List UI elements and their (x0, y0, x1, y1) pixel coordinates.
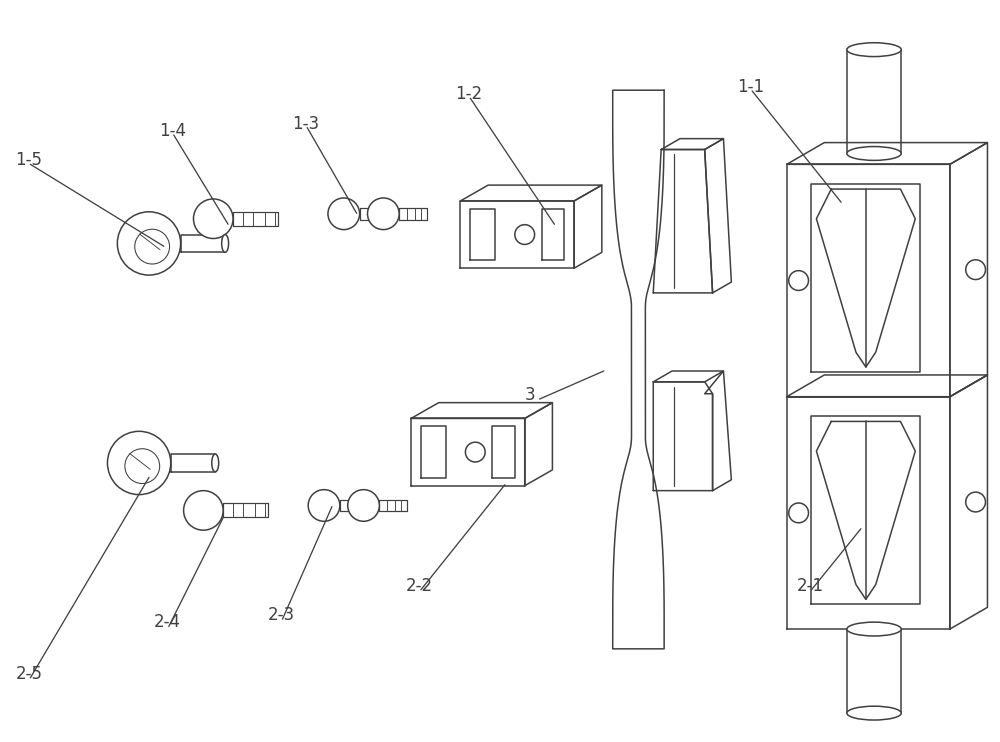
Polygon shape (181, 234, 225, 252)
Polygon shape (811, 184, 920, 372)
Text: 1-5: 1-5 (16, 151, 43, 169)
Text: 3: 3 (525, 386, 535, 404)
Text: 2-4: 2-4 (154, 614, 181, 631)
Polygon shape (950, 142, 987, 397)
Polygon shape (653, 382, 713, 490)
Circle shape (184, 490, 223, 531)
Circle shape (117, 211, 181, 275)
Circle shape (328, 198, 360, 229)
Polygon shape (399, 208, 427, 220)
Circle shape (348, 490, 379, 522)
Polygon shape (787, 397, 950, 629)
Circle shape (368, 198, 399, 229)
Polygon shape (653, 371, 723, 382)
Text: 1-1: 1-1 (737, 78, 764, 96)
Polygon shape (811, 416, 920, 604)
Polygon shape (223, 504, 268, 517)
Polygon shape (950, 375, 987, 629)
Text: 2-5: 2-5 (16, 665, 43, 683)
Polygon shape (705, 139, 731, 293)
Polygon shape (653, 150, 713, 293)
Polygon shape (171, 454, 215, 472)
Polygon shape (379, 499, 407, 511)
Text: 1-2: 1-2 (456, 85, 483, 103)
Polygon shape (411, 403, 552, 418)
Polygon shape (661, 139, 723, 150)
Text: 2-1: 2-1 (797, 577, 824, 595)
Circle shape (193, 199, 233, 238)
Polygon shape (233, 211, 278, 226)
Polygon shape (787, 164, 950, 397)
Ellipse shape (212, 454, 219, 472)
Polygon shape (787, 142, 987, 164)
Polygon shape (411, 418, 525, 486)
Polygon shape (460, 201, 574, 268)
Polygon shape (613, 91, 664, 649)
Polygon shape (705, 371, 731, 490)
Text: 2-3: 2-3 (268, 606, 295, 624)
Polygon shape (542, 209, 564, 260)
Circle shape (107, 431, 171, 495)
Polygon shape (492, 427, 515, 478)
Ellipse shape (222, 234, 229, 252)
Polygon shape (360, 208, 387, 220)
Polygon shape (525, 403, 552, 486)
Polygon shape (816, 189, 915, 367)
Polygon shape (787, 375, 987, 397)
Polygon shape (421, 427, 446, 478)
Circle shape (308, 490, 340, 522)
Polygon shape (460, 185, 602, 201)
Ellipse shape (847, 706, 901, 720)
Polygon shape (340, 499, 368, 511)
Ellipse shape (847, 147, 901, 160)
Text: 1-3: 1-3 (292, 114, 319, 133)
Ellipse shape (847, 622, 901, 636)
Polygon shape (816, 421, 915, 600)
Text: 2-2: 2-2 (406, 577, 433, 595)
Polygon shape (574, 185, 602, 268)
Ellipse shape (847, 43, 901, 56)
Polygon shape (470, 209, 495, 260)
Text: 1-4: 1-4 (159, 122, 186, 140)
